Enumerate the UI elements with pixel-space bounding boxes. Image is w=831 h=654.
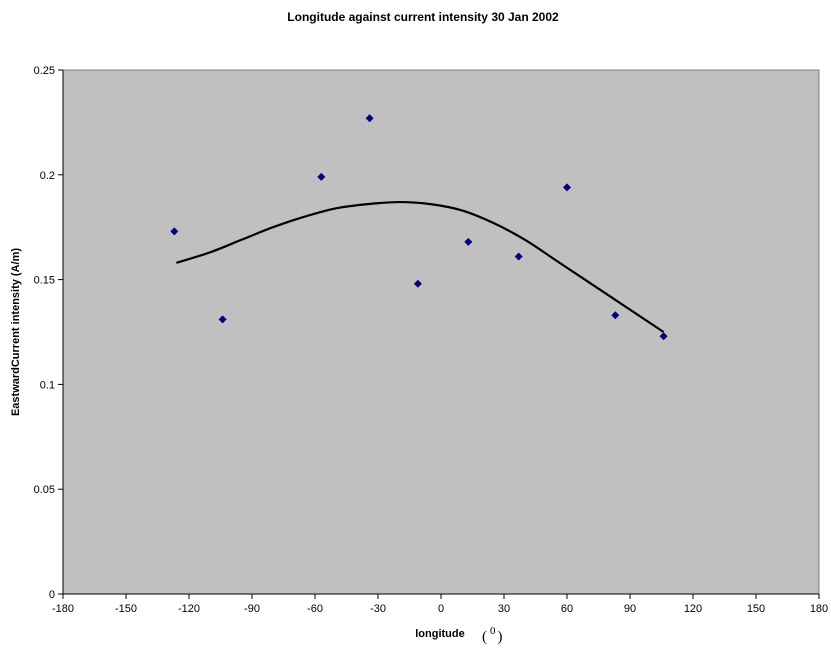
x-tick-label: -150 <box>115 603 137 615</box>
x-tick-label: 60 <box>561 603 573 615</box>
data-point <box>563 183 571 192</box>
x-tick-label: 120 <box>684 603 702 615</box>
x-axis-label: longitude <box>415 628 465 640</box>
x-tick-label: -90 <box>244 603 260 615</box>
data-point <box>659 332 668 341</box>
x-tick-label: -30 <box>370 603 386 615</box>
y-tick-label: 0.05 <box>34 484 55 496</box>
data-point <box>514 252 523 261</box>
y-tick-label: 0.15 <box>34 275 55 287</box>
y-axis-label: EastwardCurrent intensity (A/m) <box>10 248 22 416</box>
data-point <box>218 315 227 324</box>
data-point <box>413 279 422 288</box>
y-tick-label: 0.25 <box>34 65 55 77</box>
trendline <box>176 200 665 333</box>
data-point <box>170 227 179 236</box>
x-tick-label: -120 <box>178 603 200 615</box>
x-tick-label: 90 <box>624 603 636 615</box>
x-tick-label: 180 <box>810 603 828 615</box>
x-tick-label: -60 <box>307 603 323 615</box>
x-tick-label: -180 <box>52 603 74 615</box>
y-tick-label: 0 <box>49 589 55 601</box>
x-tick-label: 150 <box>747 603 765 615</box>
data-points <box>170 114 668 341</box>
data-point <box>464 237 473 246</box>
plot-area <box>62 69 820 595</box>
chart-title: Longitude against current intensity 30 J… <box>287 10 559 24</box>
x-axis-unit: (0) <box>482 625 503 645</box>
data-point <box>317 172 326 181</box>
data-point <box>611 311 620 320</box>
y-tick-label: 0.1 <box>40 379 55 391</box>
x-tick-label: 30 <box>498 603 510 615</box>
y-tick-label: 0.2 <box>40 170 55 182</box>
x-tick-labels: -180 -150 -120 -90 -60 -30 0 30 60 90 120 150 180 <box>52 594 828 615</box>
y-tick-labels: 0 0.05 0.1 0.15 0.2 0.25 <box>34 65 63 601</box>
x-tick-label: 0 <box>438 603 444 615</box>
data-point <box>365 114 374 123</box>
